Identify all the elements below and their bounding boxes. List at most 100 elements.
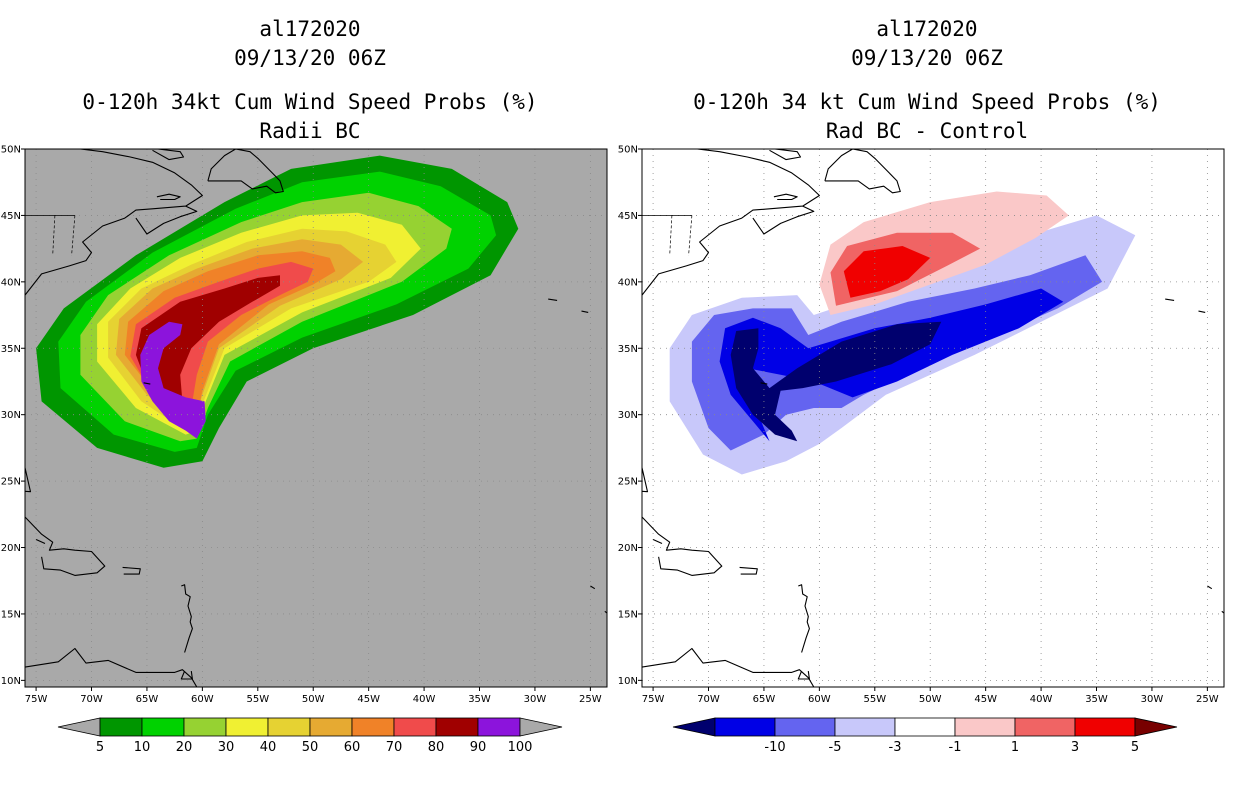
right-colorbar: -10-5-3-113510 (672, 717, 1178, 755)
right-colorbar-swatch (1014, 717, 1076, 737)
left-colorbar-swatch (225, 717, 269, 737)
left-colorbar-label: 100 (508, 740, 533, 755)
right-colorbar-right-arrow (1134, 717, 1178, 737)
right-colorbar-label: 1 (1011, 740, 1019, 755)
left-colorbar-right-arrow (519, 717, 563, 737)
left-colorbar-swatch (141, 717, 185, 737)
left-contour-80 (135, 275, 280, 418)
left-map-frame (24, 148, 608, 688)
left-colorbar-swatch (183, 717, 227, 737)
left-plot-area (25, 149, 607, 687)
right-coastline (642, 467, 649, 493)
left-colorbar-swatch (267, 717, 311, 737)
right-colorbar-swatch (774, 717, 836, 737)
right-lon-tick-label: 40W (1030, 694, 1053, 705)
left-colorbar-label: 10 (134, 740, 151, 755)
right-colorbar-swatch (714, 717, 776, 737)
left-contour-90 (140, 321, 206, 439)
right-colorbar-label: -3 (889, 740, 902, 755)
right-coastline (769, 149, 802, 161)
left-subtitle: Radii BC (259, 119, 361, 143)
right-coastline (824, 149, 901, 194)
right-lon-tick-label: 75W (642, 694, 665, 705)
left-coastline (581, 310, 589, 313)
right-contour-5 (843, 246, 931, 298)
left-colorbar-label: 30 (218, 740, 235, 755)
left-colorbar-label: 80 (428, 740, 445, 755)
right-coastline (642, 647, 815, 687)
left-coastline (181, 584, 193, 653)
right-coastline (1165, 298, 1175, 301)
left-lat-tick-label: 10N (1, 676, 21, 687)
right-lat-tick-label: 50N (618, 145, 638, 156)
right-lat-tick-label: 25N (618, 477, 638, 488)
left-coastline (25, 467, 32, 493)
right-coastline (1198, 310, 1206, 313)
left-colorbar: 5 10 20 30 40 50 60 70 80 90 100 (57, 717, 563, 755)
left-coastline (156, 193, 181, 201)
right-map-frame (641, 148, 1225, 688)
left-lon-tick-label: 70W (80, 694, 103, 705)
right-colorbar-swatch (834, 717, 896, 737)
left-lat-tick-label: 50N (1, 145, 21, 156)
right-coastline (752, 205, 815, 235)
right-coastline (739, 566, 758, 575)
left-lat-tick-label: 30N (1, 410, 21, 421)
right-colorbar-label: 5 (1131, 740, 1139, 755)
right-map-panel: 50N 45N 40N 35N 30N 25N 20N 15N 10N 75W 70W 65W 60W 5… (618, 145, 1225, 705)
left-colorbar-label: 40 (260, 740, 277, 755)
left-coastline (604, 610, 607, 614)
left-coastline (207, 149, 284, 194)
right-lon-tick-label: 65W (753, 694, 776, 705)
right-coastline (642, 516, 723, 576)
right-coastline (652, 538, 663, 545)
left-lon-tick-label: 55W (246, 694, 269, 705)
left-coastline (25, 516, 106, 576)
right-colorbar-left-arrow (672, 717, 716, 737)
left-map-panel: 50N 45N 40N 35N 30N 25N 20N 15N 10N 75W 70W 65W 60W 5… (1, 145, 608, 705)
right-lat-tick-label: 15N (618, 609, 638, 620)
left-colorbar-swatch (435, 717, 479, 737)
right-lon-tick-label: 25W (1196, 694, 1219, 705)
right-contour--10 (730, 321, 942, 442)
right-lon-tick-label: 60W (808, 694, 831, 705)
left-state-border (52, 215, 56, 256)
left-coastline (25, 647, 198, 687)
left-coastline (548, 298, 558, 301)
right-lat-tick-label: 20N (618, 543, 638, 554)
right-storm-id: al172020 (876, 17, 978, 41)
left-lon-tick-label: 25W (579, 694, 602, 705)
left-coastline (135, 205, 198, 235)
right-colorbar-label: -1 (949, 740, 962, 755)
right-coastline (642, 149, 820, 296)
right-coastline (1221, 610, 1224, 614)
left-lon-tick-label: 60W (191, 694, 214, 705)
left-lat-tick-label: 45N (1, 211, 21, 222)
right-subtitle: Rad BC - Control (825, 119, 1029, 143)
left-coastline (180, 670, 193, 680)
right-title: 0-120h 34 kt Cum Wind Speed Probs (%) (693, 90, 1161, 114)
left-colorbar-label: 70 (386, 740, 403, 755)
left-title: 0-120h 34kt Cum Wind Speed Probs (%) (82, 90, 538, 114)
right-lon-tick-label: 50W (919, 694, 942, 705)
left-coastline (590, 585, 596, 590)
left-lon-tick-label: 35W (468, 694, 491, 705)
right-coastline (773, 193, 798, 201)
left-datetime: 09/13/20 06Z (234, 46, 386, 70)
left-state-border (71, 215, 76, 256)
left-lat-tick-label: 40N (1, 277, 21, 288)
left-colorbar-swatch (393, 717, 437, 737)
right-lon-tick-label: 45W (974, 694, 997, 705)
right-colorbar-swatch (1074, 717, 1136, 737)
left-colorbar-swatch (99, 717, 143, 737)
right-colorbar-label: -10 (764, 740, 785, 755)
right-colorbar-label: 3 (1071, 740, 1079, 755)
right-lat-tick-label: 40N (618, 277, 638, 288)
right-lon-tick-label: 70W (697, 694, 720, 705)
right-lon-tick-label: 30W (1141, 694, 1164, 705)
right-lat-tick-label: 10N (618, 676, 638, 687)
left-colorbar-left-arrow (57, 717, 101, 737)
right-lat-tick-label: 30N (618, 410, 638, 421)
left-lat-tick-label: 20N (1, 543, 21, 554)
left-lon-tick-label: 30W (524, 694, 547, 705)
